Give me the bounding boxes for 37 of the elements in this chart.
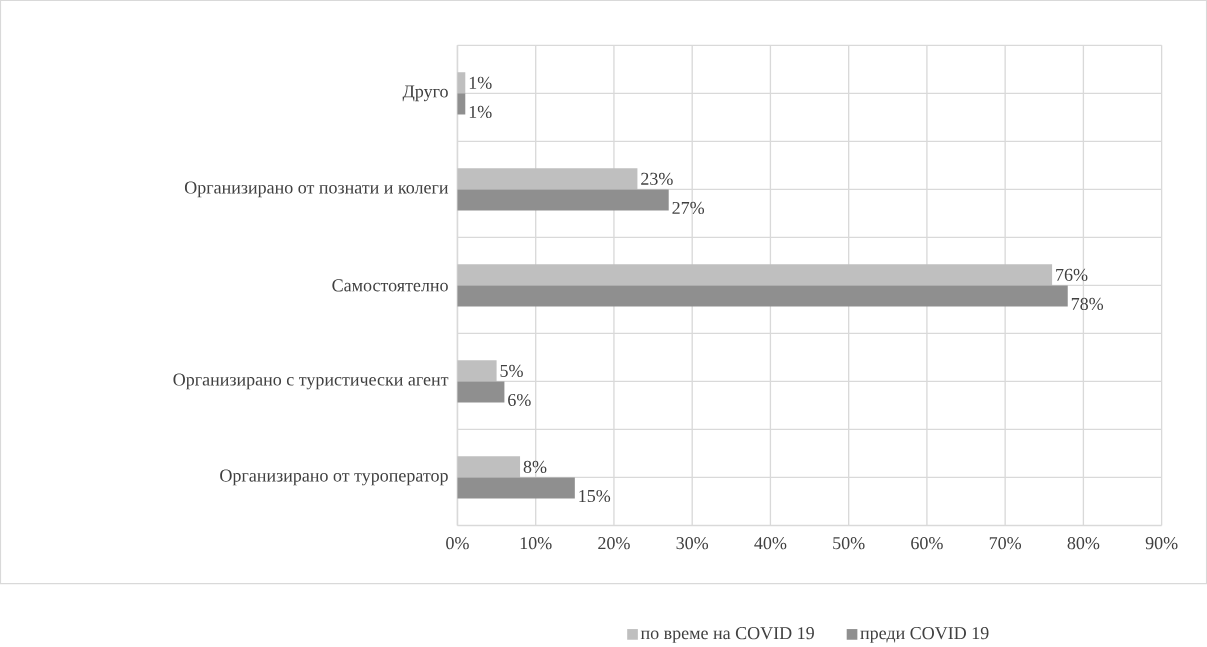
bar [457, 72, 466, 94]
y-tick-label: Организирано от познати и колеги [184, 181, 449, 198]
data-label: 8% [523, 460, 547, 473]
data-label: 15% [579, 489, 611, 503]
y-tick-label: Организирано с туристически агент [173, 373, 449, 390]
x-tick-label: 70% [989, 537, 1022, 550]
x-tick-label: 50% [833, 537, 865, 550]
x-tick-label: 0% [446, 537, 469, 550]
x-tick-label: 40% [754, 537, 787, 550]
bar [457, 381, 505, 403]
bar [457, 285, 1068, 307]
bar [457, 477, 575, 499]
bar [457, 93, 466, 115]
data-label: 1% [469, 105, 492, 119]
x-tick-label: 90% [1145, 537, 1178, 550]
data-label: 1% [469, 76, 492, 89]
bar [457, 168, 638, 190]
x-tick-label: 60% [911, 537, 943, 550]
x-tick-label: 10% [520, 537, 552, 550]
y-tick-label: Друго [402, 85, 448, 102]
y-tick-label: Самостоятелно [332, 279, 448, 292]
y-tick-label: Организирано от туроператор [220, 469, 448, 486]
bar [457, 360, 497, 382]
x-tick-label: 30% [676, 537, 709, 550]
legend-label: преди COVID 19 [860, 627, 989, 643]
bar [457, 456, 521, 478]
x-tick-label: 20% [598, 537, 630, 550]
data-label: 78% [1071, 297, 1104, 311]
data-label: 76% [1056, 268, 1088, 281]
bar [457, 264, 1053, 286]
data-label: 27% [672, 201, 705, 215]
legend-label: по време на COVID 19 [640, 627, 814, 643]
data-label: 5% [500, 364, 523, 377]
bar [457, 189, 669, 211]
data-label: 23% [641, 172, 673, 185]
data-label: 6% [508, 393, 531, 407]
x-tick-label: 80% [1067, 537, 1100, 550]
